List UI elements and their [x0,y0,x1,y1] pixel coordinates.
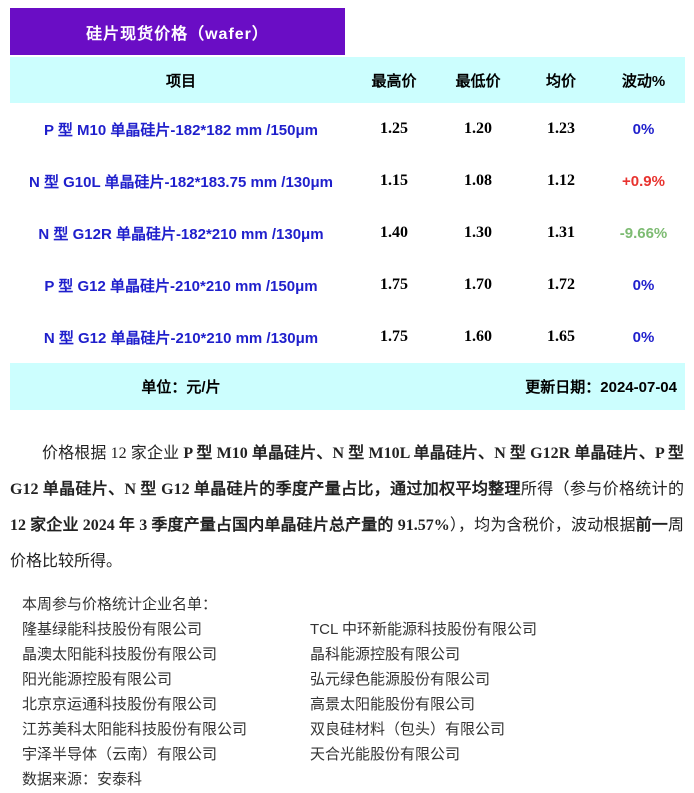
note-segment: 周价格比较所得。 [10,517,684,570]
company-list-section: 本周参与价格统计企业名单： 隆基绿能科技股份有限公司 晶澳太阳能科技股份有限公司… [22,592,694,792]
update-date-label: 更新日期：2024-07-04 [525,379,677,396]
avg-cell: 1.23 [547,120,575,137]
item-cell: N 型 G12 单晶硅片-210*210 mm /130μm [43,329,319,347]
methodology-note: 价格根据 12 家企业 P 型 M10 单晶硅片、N 型 M10L 单晶硅片、N… [10,436,684,580]
company-name: 隆基绿能科技股份有限公司 [22,621,203,638]
item-cell: N 型 G10L 单晶硅片-182*183.75 mm /130μm [28,173,334,191]
company-name: 晶科能源控股有限公司 [310,646,461,663]
note-segment: 所得（参与价格统计的 [520,481,684,498]
low-cell: 1.08 [464,172,492,189]
fluct-cell: 0% [632,276,655,294]
item-cell: P 型 M10 单晶硅片-182*182 mm /150μm [43,121,319,139]
price-table: 项目 最高价 最低价 均价 波动% P 型 M10 单晶硅片-182*182 m… [10,57,685,410]
unit-label: 单位：元/片 [141,379,221,396]
company-name: 北京京运通科技股份有限公司 [22,696,218,713]
note-segment: ），均为含税价，波动根据 [449,517,636,534]
high-cell: 1.75 [380,328,408,345]
high-cell: 1.75 [380,276,408,293]
company-column-right: TCL 中环新能源科技股份有限公司 晶科能源控股有限公司 弘元绿色能源股份有限公… [310,617,694,767]
avg-cell: 1.31 [547,224,575,241]
table-footer-row: 单位：元/片 更新日期：2024-07-04 [10,363,685,410]
low-cell: 1.20 [464,120,492,137]
table-row: N 型 G12 单晶硅片-210*210 mm /130μm 1.75 1.60… [10,311,685,363]
column-header-avg: 均价 [545,72,576,90]
company-name: 弘元绿色能源股份有限公司 [310,671,491,688]
low-cell: 1.60 [464,328,492,345]
page: { "title": "硅片现货价格（wafer）", "colors": { … [0,8,694,793]
item-cell: N 型 G12R 单晶硅片-182*210 mm /130μm [38,225,324,243]
data-source-label: 数据来源：安泰科 [22,771,143,788]
note-segment: 12 家企业 2024 年 3 季度产量占国内单晶硅片总产量的 91.57% [10,517,450,534]
company-name: TCL 中环新能源科技股份有限公司 [310,621,537,638]
note-segment: 价格根据 12 家企业 [42,445,184,462]
company-list-heading: 本周参与价格统计企业名单： [22,596,218,613]
high-cell: 1.25 [380,120,408,137]
avg-cell: 1.65 [547,328,575,345]
fluct-cell: -9.66% [619,224,668,242]
company-name: 双良硅材料（包头）有限公司 [310,721,506,738]
table-row: P 型 M10 单晶硅片-182*182 mm /150μm 1.25 1.20… [10,103,685,155]
low-cell: 1.30 [464,224,492,241]
column-header-high: 最高价 [371,72,417,90]
column-header-item: 项目 [165,72,196,90]
item-cell: P 型 G12 单晶硅片-210*210 mm /150μm [44,277,318,295]
fluct-cell: +0.9% [622,172,665,190]
company-grid: 隆基绿能科技股份有限公司 晶澳太阳能科技股份有限公司 阳光能源控股有限公司 北京… [22,617,694,767]
table-row: P 型 G12 单晶硅片-210*210 mm /150μm 1.75 1.70… [10,259,685,311]
table-row: N 型 G10L 单晶硅片-182*183.75 mm /130μm 1.15 … [10,155,685,207]
avg-cell: 1.72 [547,276,575,293]
avg-cell: 1.12 [547,172,575,189]
column-header-fluct: 波动% [621,72,666,90]
company-name: 高景太阳能股份有限公司 [310,696,476,713]
company-name: 宇泽半导体（云南）有限公司 [22,746,218,763]
column-header-low: 最低价 [455,72,501,90]
page-title: 硅片现货价格（wafer） [86,25,269,43]
company-name: 阳光能源控股有限公司 [22,671,173,688]
fluct-cell: 0% [632,328,655,346]
company-name: 天合光能股份有限公司 [310,746,461,763]
high-cell: 1.15 [380,172,408,189]
company-column-left: 隆基绿能科技股份有限公司 晶澳太阳能科技股份有限公司 阳光能源控股有限公司 北京… [22,617,310,767]
note-segment: 前一 [635,517,668,534]
high-cell: 1.40 [380,224,408,241]
low-cell: 1.70 [464,276,492,293]
note-segment: P 型 M10 单晶硅片、N 型 M10L 单晶硅片、N 型 G12R 单晶硅片… [10,445,684,498]
table-header-row: 项目 最高价 最低价 均价 波动% [10,57,685,103]
company-name: 江苏美科太阳能科技股份有限公司 [22,721,248,738]
table-row: N 型 G12R 单晶硅片-182*210 mm /130μm 1.40 1.3… [10,207,685,259]
company-name: 晶澳太阳能科技股份有限公司 [22,646,218,663]
title-banner: 硅片现货价格（wafer） [10,8,345,55]
fluct-cell: 0% [632,120,655,138]
